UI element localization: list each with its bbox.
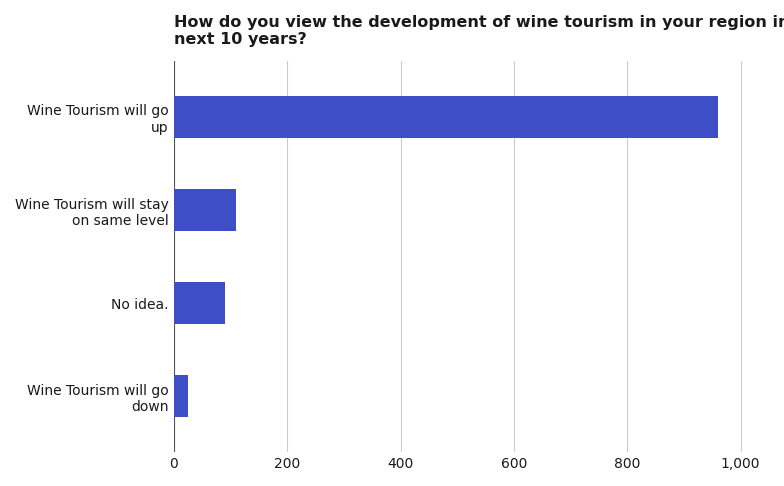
Bar: [174, 189, 236, 231]
Bar: [174, 375, 188, 417]
Bar: [174, 282, 225, 324]
Text: How do you view the development of wine tourism in your region in the
next 10 ye: How do you view the development of wine …: [174, 15, 784, 48]
Bar: [174, 96, 718, 138]
